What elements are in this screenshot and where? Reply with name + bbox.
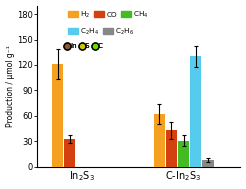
Legend: In, S, C: In, S, C [65, 42, 104, 50]
Bar [178, 141, 189, 167]
Bar [190, 57, 201, 167]
Bar [202, 160, 214, 167]
Bar [64, 139, 76, 167]
Bar [154, 114, 165, 167]
Bar [52, 64, 63, 167]
Y-axis label: Production / μmol g⁻¹: Production / μmol g⁻¹ [6, 45, 15, 127]
Bar [166, 130, 177, 167]
